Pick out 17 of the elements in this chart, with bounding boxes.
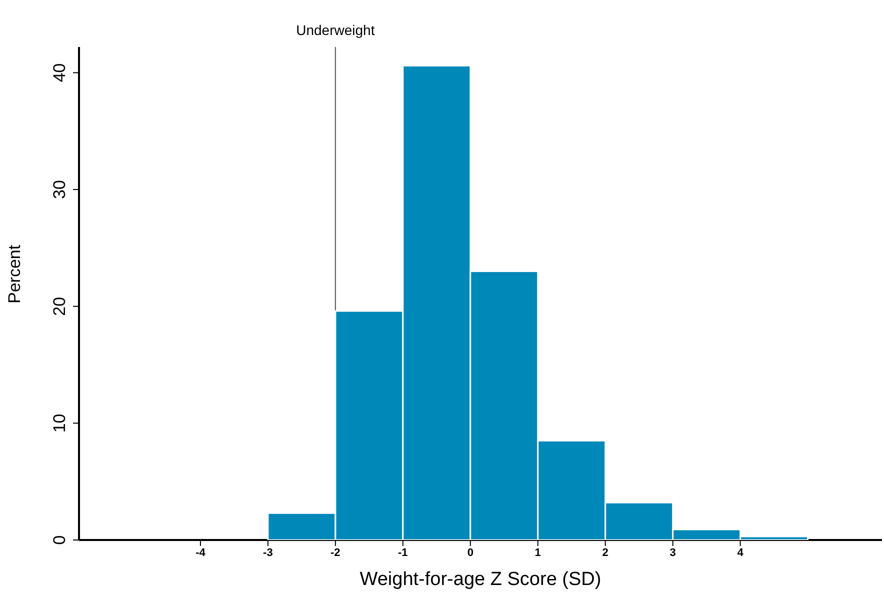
y-tick-label: 30 <box>50 180 69 199</box>
x-tick-label: 2 <box>602 546 608 559</box>
x-tick-label: 1 <box>534 546 541 559</box>
x-tick-label: -3 <box>263 546 273 559</box>
y-tick-label: 10 <box>50 414 69 433</box>
x-tick-label: -2 <box>330 546 340 559</box>
x-axis-title: Weight-for-age Z Score (SD) <box>360 569 602 590</box>
y-tick-label: 0 <box>50 535 69 545</box>
y-tick-label: 40 <box>50 63 69 82</box>
x-tick-label: 3 <box>670 546 676 559</box>
x-tick-label: 0 <box>467 546 474 559</box>
ref-line-label: Underweight <box>296 22 375 38</box>
x-tick-label: 4 <box>737 546 744 559</box>
x-tick-label: -4 <box>196 546 206 559</box>
y-tick-label: 20 <box>50 296 69 316</box>
y-axis-title: Percent <box>5 244 24 304</box>
x-tick-label: -1 <box>398 546 408 559</box>
